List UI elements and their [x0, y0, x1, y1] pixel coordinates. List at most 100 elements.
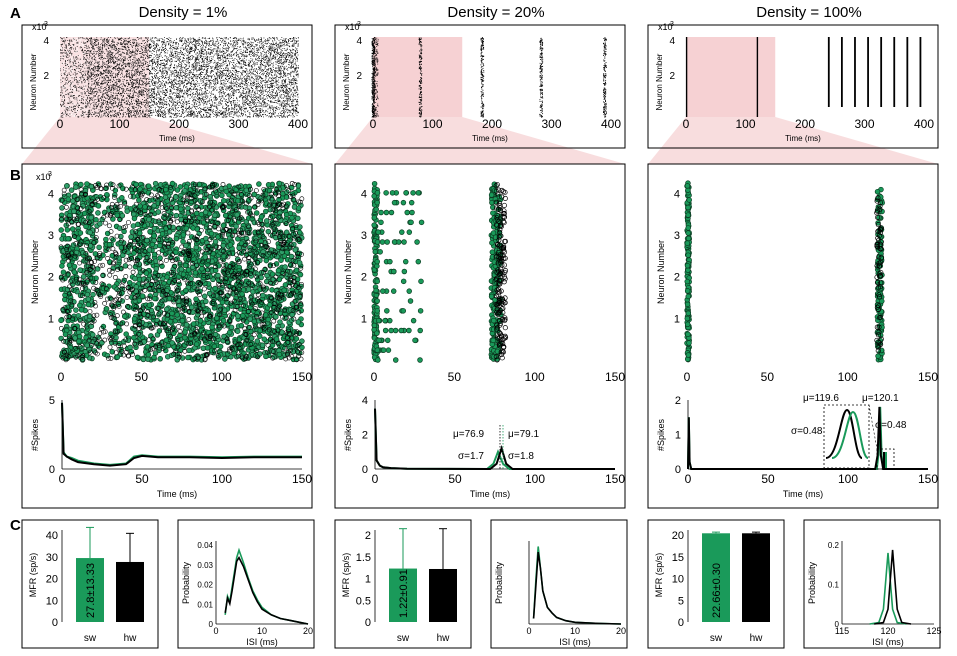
- raster-point: [146, 95, 148, 97]
- raster-point: [238, 100, 240, 102]
- raster-point: [235, 106, 237, 107]
- raster-point: [225, 48, 227, 50]
- raster-point: [157, 85, 159, 87]
- raster-point: [89, 97, 90, 99]
- raster-point: [196, 68, 198, 70]
- raster-point: [137, 103, 139, 104]
- raster-point: [186, 49, 188, 51]
- raster-point: [236, 96, 238, 98]
- raster-point: [256, 86, 258, 88]
- raster-point: [293, 66, 294, 68]
- raster-point: [151, 88, 152, 90]
- raster-point: [144, 78, 146, 80]
- raster-point: [110, 58, 111, 60]
- raster-point: [271, 91, 273, 92]
- raster-point: [228, 114, 230, 116]
- raster-point: [156, 59, 158, 61]
- raster-point: [196, 55, 198, 56]
- raster-point: [206, 69, 208, 70]
- raster-point: [101, 96, 102, 98]
- raster-point: [62, 94, 64, 96]
- raster-point: [275, 87, 277, 88]
- raster-point: [141, 91, 143, 93]
- raster-point: [163, 48, 165, 50]
- raster-point: [272, 37, 274, 38]
- raster-point: [223, 73, 225, 75]
- raster-point: [210, 105, 212, 107]
- raster-point: [227, 70, 229, 72]
- raster-point: [221, 65, 223, 67]
- raster-point: [213, 62, 215, 64]
- raster-point: [90, 76, 92, 78]
- raster-point: [206, 108, 208, 109]
- raster-point: [206, 71, 207, 72]
- raster-point: [247, 89, 249, 91]
- raster-point: [162, 77, 163, 79]
- raster-point: [90, 72, 92, 74]
- raster-point: [290, 38, 291, 40]
- raster-point: [151, 53, 153, 54]
- raster-point: [97, 69, 99, 71]
- raster-point: [252, 51, 254, 53]
- raster-point: [264, 62, 266, 64]
- raster-point: [117, 80, 119, 82]
- raster-point: [249, 61, 251, 63]
- raster-point: [214, 84, 216, 86]
- raster-point: [100, 105, 102, 107]
- raster-point: [69, 61, 71, 63]
- raster-point: [232, 94, 234, 96]
- raster-point: [236, 62, 238, 64]
- raster-point: [103, 113, 105, 115]
- raster-point: [252, 60, 254, 62]
- raster-point: [138, 107, 139, 109]
- raster-point: [100, 83, 101, 85]
- raster-point: [172, 70, 174, 72]
- raster-point: [292, 96, 294, 98]
- raster-point: [172, 72, 174, 74]
- raster-point: [235, 54, 237, 56]
- raster-point: [253, 102, 255, 104]
- raster-point: [182, 111, 184, 113]
- raster-point: [287, 73, 289, 75]
- raster-point: [295, 81, 297, 83]
- raster-point: [66, 109, 68, 110]
- raster-point: [74, 86, 76, 88]
- raster-point: [73, 75, 75, 77]
- raster-point: [256, 59, 258, 60]
- raster-point: [95, 80, 97, 82]
- raster-point: [83, 74, 85, 75]
- raster-point: [116, 49, 118, 51]
- raster-point: [292, 116, 294, 118]
- raster-point: [146, 84, 147, 86]
- raster-point: [285, 89, 287, 91]
- raster-point: [121, 85, 123, 87]
- raster-point: [119, 43, 121, 45]
- raster-point: [250, 65, 252, 67]
- raster-point: [116, 85, 118, 87]
- raster-point: [89, 68, 90, 70]
- raster-point: [158, 90, 160, 92]
- raster-point: [185, 80, 186, 81]
- raster-point: [175, 76, 177, 78]
- raster-point: [263, 45, 265, 46]
- raster-point: [140, 87, 142, 89]
- raster-point: [254, 99, 256, 101]
- raster-point: [181, 81, 183, 82]
- raster-point: [159, 115, 161, 117]
- raster-point: [223, 51, 224, 52]
- raster-point: [216, 114, 217, 116]
- raster-point: [174, 95, 176, 96]
- raster-point: [144, 116, 146, 117]
- raster-point: [182, 67, 184, 69]
- raster-point: [277, 69, 279, 71]
- raster-point: [167, 38, 168, 40]
- raster-point: [240, 95, 242, 96]
- raster-point: [152, 100, 154, 102]
- raster-point: [241, 92, 243, 94]
- raster-point: [66, 83, 68, 85]
- raster-point: [297, 40, 299, 42]
- raster-point: [255, 103, 257, 105]
- raster-point: [149, 74, 151, 76]
- raster-point: [70, 72, 72, 74]
- raster-point: [163, 90, 165, 91]
